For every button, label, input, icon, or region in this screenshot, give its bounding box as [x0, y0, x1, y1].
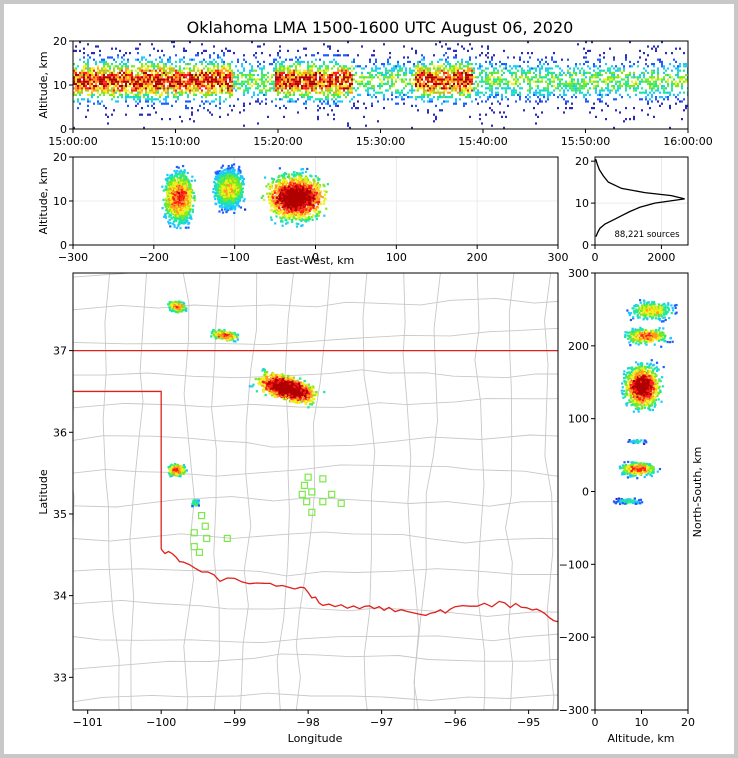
north-south-xlabel: Altitude, km	[607, 732, 674, 745]
north-south-y-tick-label: 300	[568, 267, 589, 280]
north-south-x-tick-label: 10	[635, 716, 649, 729]
plan-view-x-tick-label: −100	[146, 716, 176, 729]
time-height-y-tick-label: 10	[53, 79, 67, 92]
chart-title: Oklahoma LMA 1500-1600 UTC August 06, 20…	[187, 18, 574, 37]
north-south-y-tick-label: 0	[582, 486, 589, 499]
plan-view-x-tick-label: −98	[297, 716, 320, 729]
source-count-annotation: 88,221 sources	[614, 230, 680, 240]
north-south-y-tick-label: 200	[568, 340, 589, 353]
station-marker	[190, 529, 198, 537]
histogram-x-tick-label: 2000	[647, 251, 675, 264]
east-west-panel: −300 −200 −100 0 100 200 300 0 10 20 East-West, k…	[37, 151, 569, 267]
east-west-xlabel: East-West, km	[276, 254, 354, 267]
plan-view-density	[167, 300, 326, 508]
station-marker	[337, 499, 345, 507]
plan-view-ylabel: Latitude	[37, 469, 50, 515]
north-south-x-tick-label: 0	[592, 716, 599, 729]
figure: Oklahoma LMA 1500-1600 UTC August 06, 20…	[4, 4, 734, 754]
time-height-x-tick-label: 15:40:00	[458, 135, 507, 148]
plan-view-x-tick-label: −96	[444, 716, 467, 729]
station-marker	[223, 534, 231, 543]
time-height-y-tick-label: 0	[60, 123, 67, 136]
histogram-frame	[594, 156, 689, 246]
state-borders	[73, 349, 558, 623]
north-south-density	[612, 299, 678, 506]
plan-view-x-tick-label: −99	[223, 716, 246, 729]
plan-view-x-tick-label: −95	[517, 716, 540, 729]
station-marker	[197, 511, 206, 520]
histogram-y-tick-label: 0	[582, 239, 589, 252]
north-south-x-tick-label: 20	[681, 716, 695, 729]
east-west-x-tick-label: −200	[139, 251, 169, 264]
east-west-y-tick-label: 10	[53, 195, 67, 208]
time-height-x-tick-label: 15:00:00	[48, 135, 97, 148]
time-height-density	[73, 41, 688, 129]
lma-stations	[190, 473, 345, 556]
north-south-ylabel: North-South, km	[691, 447, 704, 538]
plan-view-panel: −101 −100 −99 −98 −97 −96 −95 33 34 35 36 37 Longit…	[37, 272, 559, 745]
plan-view-xlabel: Longitude	[288, 732, 343, 745]
east-west-x-tick-label: 100	[386, 251, 407, 264]
station-marker	[203, 534, 211, 543]
time-height-x-tick-label: 15:20:00	[253, 135, 302, 148]
station-marker	[319, 475, 327, 483]
altitude-histogram-panel: 0 2000 0 10 20 88,221 sources	[575, 155, 689, 264]
plan-view-y-tick-label: 33	[53, 671, 67, 684]
station-marker	[304, 473, 312, 481]
station-marker	[300, 481, 309, 489]
county-lines	[73, 273, 558, 710]
plan-view-y-tick-label: 36	[53, 426, 67, 439]
time-height-x-tick-label: 15:30:00	[356, 135, 405, 148]
north-south-panel: 0 10 20 300 200 100 0 −100 −200 −300 Altitude, km…	[559, 267, 704, 745]
histogram-y-tick-label: 10	[575, 197, 589, 210]
north-south-y-tick-label: 100	[568, 413, 589, 426]
plan-view-y-tick-label: 37	[53, 345, 67, 358]
station-marker	[195, 548, 203, 556]
station-marker	[328, 490, 336, 498]
east-west-y-tick-label: 0	[60, 239, 67, 252]
time-height-ylabel: Altitude, km	[37, 51, 50, 118]
time-height-x-tick-label: 16:00:00	[663, 135, 712, 148]
east-west-x-tick-label: −100	[220, 251, 250, 264]
east-west-x-tick-label: −300	[58, 251, 88, 264]
east-west-ylabel: Altitude, km	[37, 167, 50, 234]
station-marker	[319, 498, 327, 506]
time-height-x-tick-label: 15:10:00	[151, 135, 200, 148]
east-west-density	[161, 163, 329, 230]
east-west-x-tick-label: 300	[548, 251, 569, 264]
figure-canvas: Oklahoma LMA 1500-1600 UTC August 06, 20…	[37, 18, 713, 745]
plan-view-frame	[72, 272, 559, 711]
north-south-y-tick-label: −100	[559, 558, 589, 571]
time-height-panel: 15:00:00 15:10:00 15:20:00 15:30:00 15:40:00…	[37, 35, 713, 148]
plan-view-y-tick-label: 34	[53, 590, 67, 603]
plan-view-x-tick-label: −101	[73, 716, 103, 729]
altitude-histogram-line	[595, 158, 685, 237]
east-west-x-tick-label: 0	[312, 251, 319, 264]
station-marker	[298, 490, 306, 498]
station-marker	[308, 488, 316, 496]
histogram-y-tick-label: 20	[575, 155, 589, 168]
east-west-x-tick-label: 200	[467, 251, 488, 264]
histogram-x-tick-label: 0	[592, 251, 599, 264]
plan-view-y-tick-label: 35	[53, 508, 67, 521]
station-marker	[201, 522, 209, 530]
plan-view-x-tick-label: −97	[370, 716, 393, 729]
east-west-y-tick-label: 20	[53, 151, 67, 164]
time-height-y-tick-label: 20	[53, 35, 67, 48]
station-marker	[308, 508, 316, 516]
time-height-x-tick-label: 15:50:00	[561, 135, 610, 148]
north-south-y-tick-label: −300	[559, 704, 589, 717]
station-marker	[190, 543, 198, 551]
north-south-y-tick-label: −200	[559, 631, 589, 644]
station-marker	[303, 498, 311, 506]
